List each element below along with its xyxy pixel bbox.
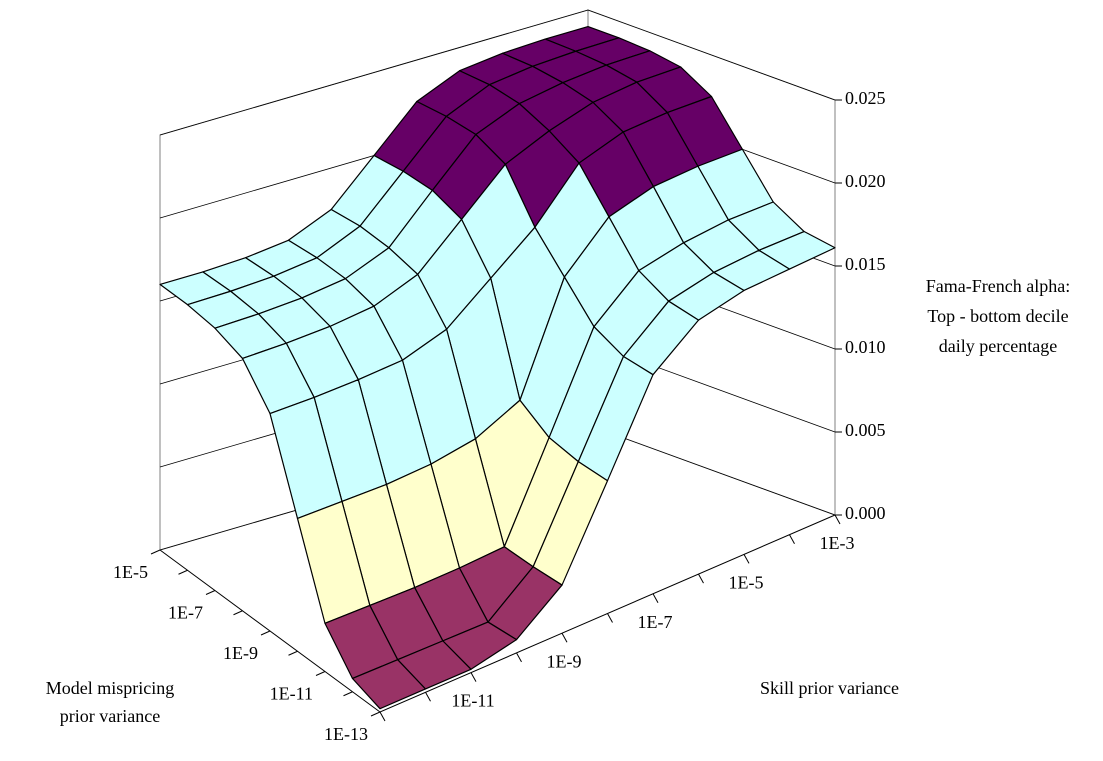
y-axis-title: Model mispricing [46,678,175,698]
y-tick-label: 1E-5 [113,562,148,582]
surface-cell [351,659,427,710]
z-tick-label: 0.025 [845,88,886,108]
x-tick [425,692,431,702]
grid-line [159,9,836,136]
y-axis-title: prior variance [60,706,160,726]
x-tick [516,652,522,663]
x-tick-label: 1E-3 [820,533,855,553]
x-tick [470,672,477,682]
x-tick-label: 1E-7 [638,612,673,632]
z-tick-label: 0.005 [845,420,886,440]
z-tick-label: 0.010 [845,337,886,357]
y-tick-label: 1E-13 [324,724,368,744]
y-tick [315,671,326,676]
x-tick [834,514,841,525]
y-tick-label: 1E-11 [270,684,313,704]
x-tick-label: 1E-11 [451,691,494,711]
y-tick [233,610,243,616]
x-tick [561,632,568,643]
x-tick [607,613,613,623]
z-axis-title: Fama-French alpha: [926,276,1070,296]
y-tick [205,590,216,595]
x-axis-title: Skill prior variance [760,678,899,698]
y-tick [178,569,188,575]
x-tick [743,554,750,564]
y-tick [288,650,298,656]
z-tick-label: 0.015 [845,254,886,274]
y-tick [150,549,161,555]
y-tick [260,630,271,636]
z-tick-label: 0.020 [845,171,886,191]
z-tick-label: 0.000 [845,503,886,523]
z-axis-title: daily percentage [939,336,1057,356]
y-tick-label: 1E-7 [168,603,203,623]
y-tick [343,691,353,697]
x-tick [652,593,659,604]
y-tick [370,711,381,717]
z-axis-title: Top - bottom decile [927,306,1068,326]
x-tick-label: 1E-9 [547,651,582,671]
x-tick [789,534,795,544]
x-tick-label: 1E-5 [729,573,764,593]
y-tick-label: 1E-9 [223,643,258,663]
x-tick [698,573,704,584]
x-tick [379,711,386,722]
